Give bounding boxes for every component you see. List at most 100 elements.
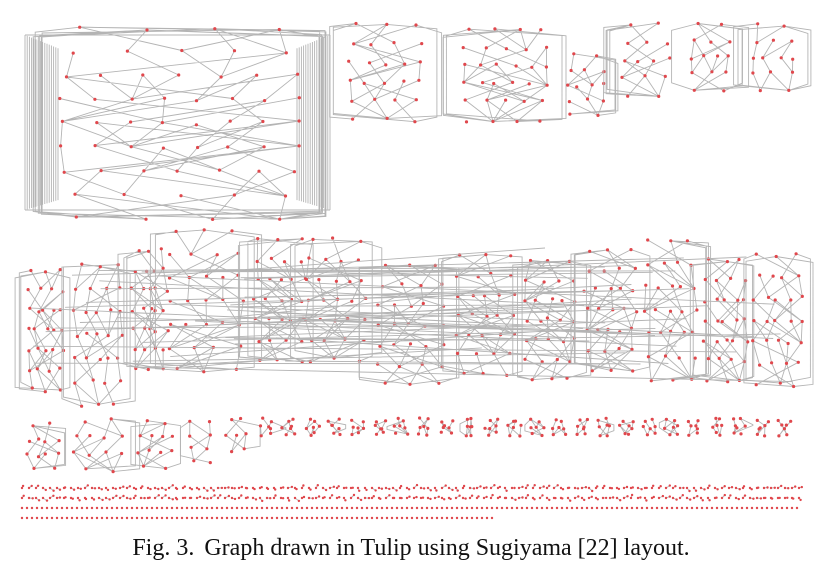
isolated-node	[95, 516, 99, 520]
isolated-node	[55, 516, 59, 520]
tiny-cluster-10-node	[488, 427, 492, 431]
cluster-b-node	[515, 119, 519, 124]
micro-component	[580, 486, 588, 490]
cluster-f-node	[751, 56, 756, 60]
isolated-node	[125, 506, 129, 510]
band-cluster-3-node	[202, 228, 206, 232]
isolated-node	[80, 506, 84, 510]
isolated-node	[480, 506, 484, 510]
band-cluster-2-node	[166, 329, 170, 333]
micro-node	[405, 496, 409, 500]
band-cluster-9-node	[631, 369, 635, 373]
band-cluster-3-node	[202, 370, 206, 374]
isolated-node	[530, 506, 534, 510]
micro-component	[286, 496, 291, 502]
band-cluster-3-node	[167, 276, 172, 280]
isolated-node	[350, 506, 354, 510]
cluster-a-node	[413, 120, 417, 124]
micro-component	[573, 486, 580, 490]
large-cluster-node	[179, 194, 183, 198]
micro-node	[514, 498, 517, 501]
micro-node	[750, 488, 753, 491]
band-cluster-3-node	[215, 253, 219, 257]
band-cluster-3-node	[221, 275, 225, 280]
micro-node	[400, 496, 403, 500]
micro-node	[645, 486, 648, 490]
tiny-cluster-12-node	[534, 425, 538, 429]
micro-node	[388, 487, 391, 491]
micro-node	[213, 494, 216, 497]
band-cluster-0-node	[28, 369, 32, 373]
isolated-node	[65, 516, 69, 520]
micro-node	[792, 497, 795, 500]
isolated-node	[175, 516, 179, 520]
micro-component	[433, 495, 440, 500]
tiny-cluster-14-node	[582, 425, 586, 429]
tiny-cluster-4-edges	[351, 419, 364, 435]
band-cluster-3-node	[230, 229, 234, 233]
isolated-node	[225, 516, 229, 520]
band-cluster-9-node	[605, 248, 610, 252]
isolated-node	[295, 506, 299, 510]
isolated-node	[330, 506, 334, 510]
micro-component	[237, 485, 244, 490]
small-cluster-3-node	[163, 422, 167, 426]
micro-node	[601, 496, 605, 500]
micro-node	[330, 494, 334, 497]
tiny-cluster-6-node	[394, 431, 398, 435]
small-cluster-4-node	[205, 447, 209, 451]
band-cluster-9-node	[586, 306, 590, 310]
micro-component	[363, 496, 371, 500]
tiny-cluster-19-node	[689, 424, 693, 428]
isolated-node	[425, 506, 429, 510]
tiny-cluster-15-node	[596, 418, 600, 422]
cluster-d-node	[626, 41, 630, 46]
cluster-f-node	[779, 56, 783, 60]
micro-node	[118, 496, 122, 500]
micro-node	[175, 487, 179, 491]
band-cluster-6-node	[421, 301, 425, 306]
micro-node	[727, 486, 731, 490]
micro-node	[723, 485, 726, 488]
large-cluster-node	[144, 217, 148, 221]
cluster-d-node	[663, 74, 667, 78]
large-cluster-node	[98, 73, 103, 77]
micro-component	[258, 486, 263, 490]
micro-node	[286, 496, 290, 500]
isolated-node	[775, 506, 779, 510]
tiny-cluster-6-edges	[386, 418, 409, 435]
micro-node	[797, 486, 801, 490]
isolated-node	[60, 506, 64, 510]
micro-component	[286, 485, 294, 490]
micro-component	[475, 485, 482, 490]
micro-node	[323, 496, 326, 499]
tiny-cluster-12-node	[537, 420, 541, 424]
tiny-cluster-1-node	[289, 424, 294, 428]
tiny-cluster-22	[755, 418, 771, 438]
micro-component	[209, 494, 216, 500]
cluster-d-node	[656, 21, 660, 25]
isolated-node	[55, 506, 59, 510]
micro-component	[685, 496, 692, 501]
band-cluster-4-node	[279, 278, 283, 282]
isolated-node	[505, 506, 509, 510]
isolated-node	[550, 506, 554, 510]
small-cluster-2-node	[109, 417, 113, 421]
figure-caption-text: Graph drawn in Tulip using Sugiyama [22]…	[204, 535, 690, 561]
micro-node	[451, 488, 454, 492]
large-cluster-node	[226, 145, 230, 149]
band-cluster-12-node	[780, 276, 784, 280]
isolated-node	[90, 506, 94, 510]
micro-node	[125, 486, 129, 490]
micro-node	[246, 496, 249, 499]
micro-node	[27, 486, 31, 490]
tiny-cluster-3-node	[337, 417, 341, 421]
micro-node	[688, 489, 691, 493]
tiny-cluster-4-node	[350, 418, 354, 422]
micro-node	[328, 486, 332, 490]
micro-component	[153, 494, 160, 500]
cluster-c	[566, 52, 619, 117]
tiny-cluster-16-node	[630, 427, 634, 431]
isolated-node	[535, 506, 539, 510]
isolated-node	[300, 506, 304, 510]
